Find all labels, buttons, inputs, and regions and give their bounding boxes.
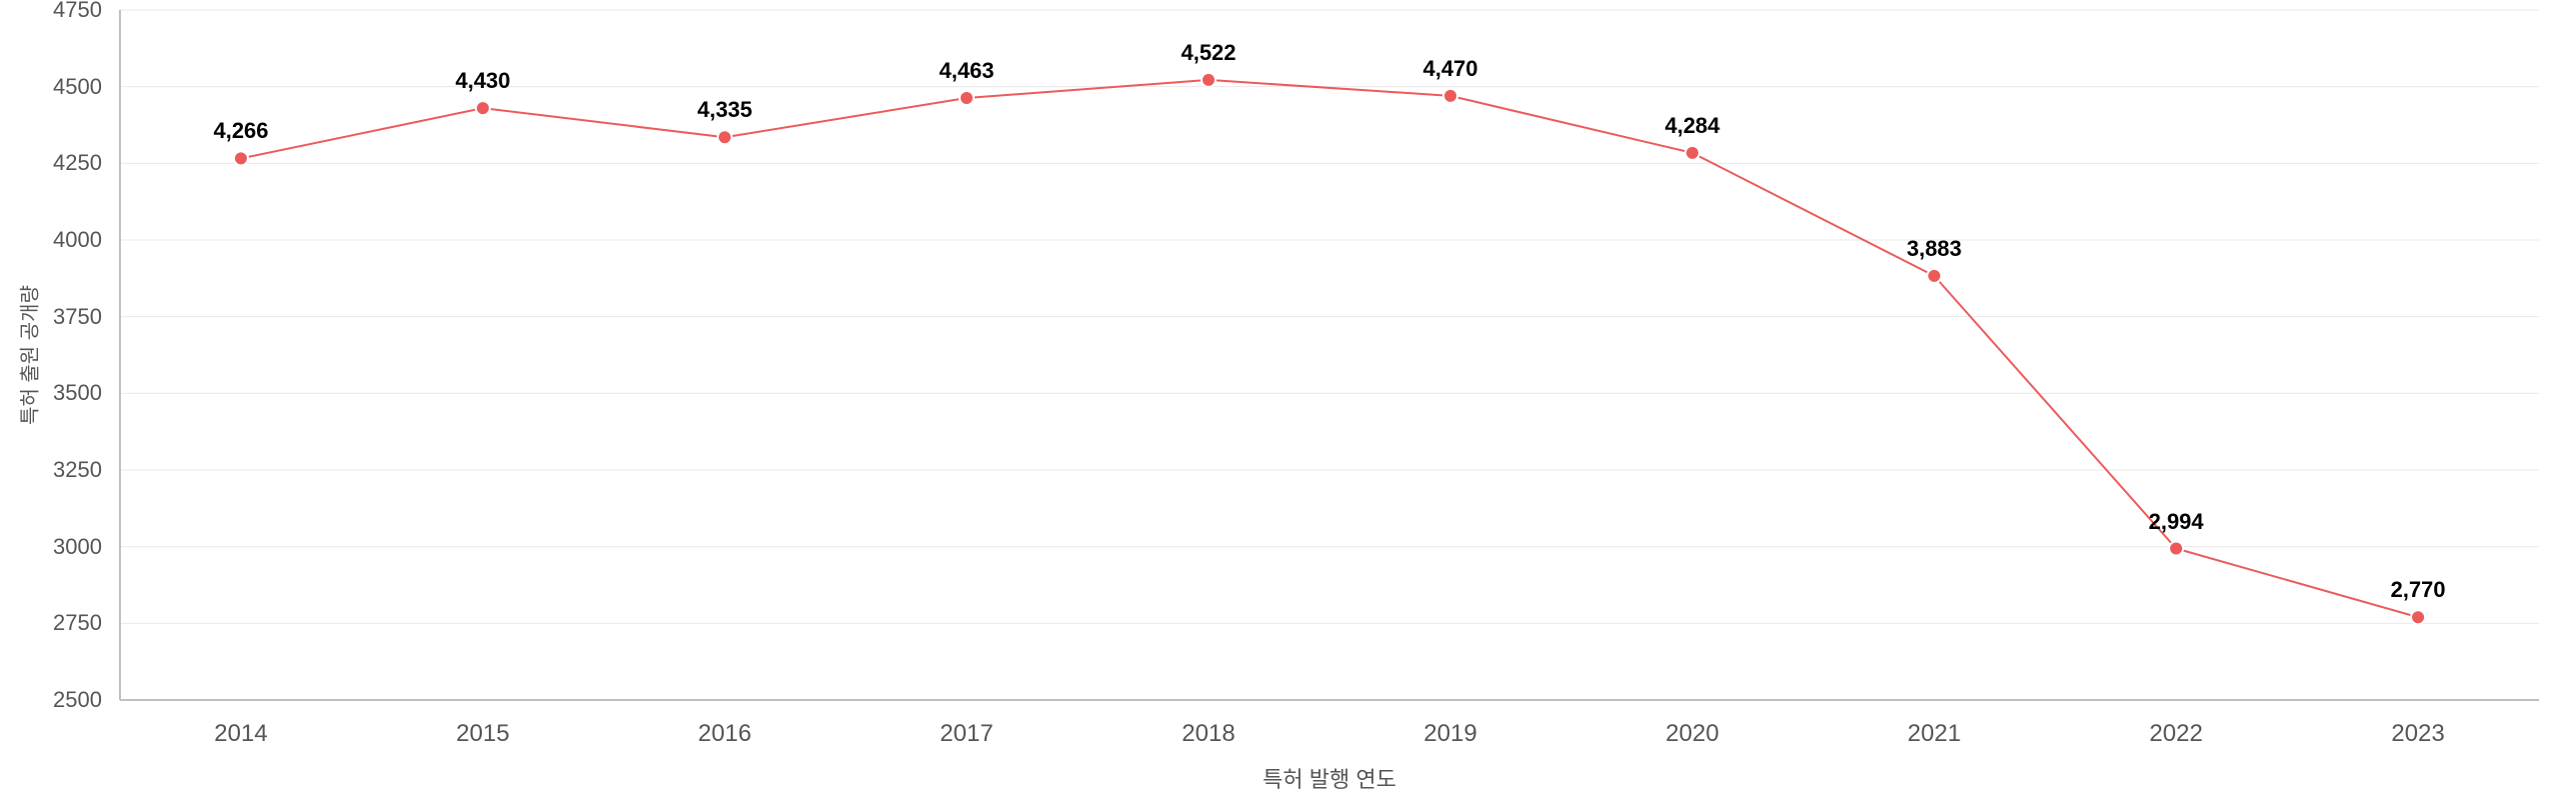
- y-tick-label: 2750: [0, 610, 102, 636]
- line-chart: 2500275030003250350037504000425045004750…: [0, 0, 2576, 811]
- data-point-label: 4,463: [939, 58, 994, 84]
- x-tick-label: 2018: [1182, 720, 1235, 748]
- x-tick-label: 2016: [698, 720, 751, 748]
- x-tick-label: 2023: [2391, 720, 2444, 748]
- y-tick-label: 2500: [0, 687, 102, 713]
- y-tick-label: 4500: [0, 74, 102, 100]
- data-point-label: 4,335: [697, 97, 752, 123]
- x-tick-label: 2014: [214, 720, 267, 748]
- x-tick-label: 2022: [2149, 720, 2202, 748]
- data-point-label: 3,883: [1906, 236, 1961, 262]
- data-point-label: 2,770: [2390, 577, 2445, 603]
- x-tick-label: 2020: [1665, 720, 1718, 748]
- data-point-label: 4,430: [455, 68, 510, 94]
- x-tick-label: 2021: [1907, 720, 1960, 748]
- data-point-label: 4,284: [1664, 113, 1719, 139]
- chart-svg: [0, 0, 2576, 811]
- y-tick-label: 4250: [0, 150, 102, 176]
- x-tick-label: 2015: [456, 720, 509, 748]
- y-tick-label: 3250: [0, 457, 102, 483]
- x-tick-label: 2019: [1423, 720, 1476, 748]
- y-tick-label: 4000: [0, 227, 102, 253]
- data-point-label: 4,266: [213, 118, 268, 144]
- x-tick-label: 2017: [940, 720, 993, 748]
- y-axis-title: 특허 출원 공개량: [14, 285, 43, 425]
- x-axis-title: 특허 발행 연도: [1263, 762, 1396, 794]
- data-point-label: 2,994: [2148, 509, 2203, 535]
- y-tick-label: 4750: [0, 0, 102, 23]
- y-tick-label: 3000: [0, 534, 102, 560]
- data-point-label: 4,522: [1181, 40, 1236, 66]
- data-point-label: 4,470: [1422, 56, 1477, 82]
